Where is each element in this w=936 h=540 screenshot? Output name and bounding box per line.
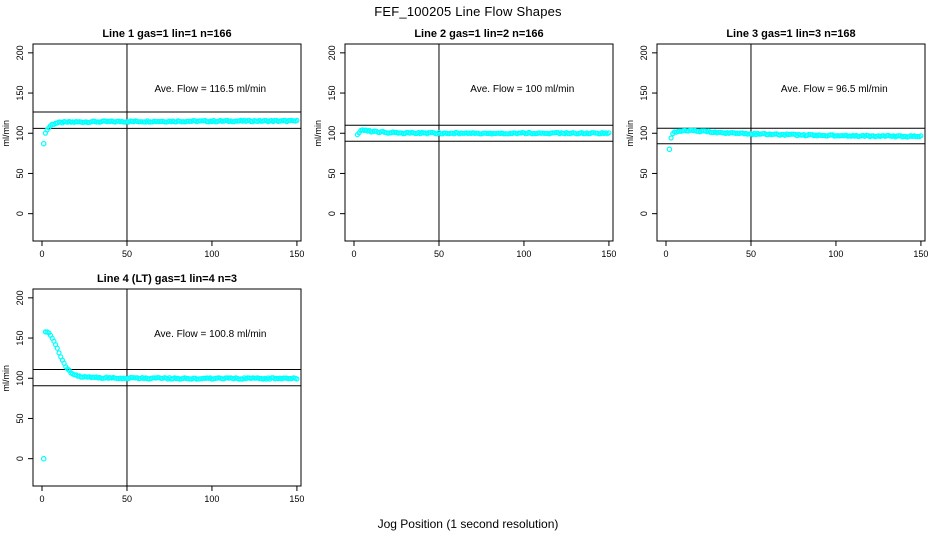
x-axis-tick-label: 50 — [746, 249, 756, 259]
data-point — [668, 135, 674, 141]
subplot-title: Line 2 gas=1 lin=2 n=166 — [414, 28, 543, 40]
figure-title: FEF_100205 Line Flow Shapes — [374, 4, 562, 19]
x-axis-tick-label: 0 — [351, 249, 356, 259]
chart-canvas: 0 50 100 150 0 50 100 150 200 ml/min Line 4 (LT) g… — [1, 273, 304, 504]
chart-canvas: 0 50 100 150 0 50 100 150 200 ml/min Line 1 gas=1 … — [1, 28, 304, 259]
subplot-title: Line 3 gas=1 lin=3 n=168 — [726, 28, 855, 40]
data-point — [606, 130, 612, 136]
subplot-title: Line 1 gas=1 lin=1 n=166 — [102, 28, 231, 40]
x-axis-tick-label: 0 — [39, 494, 44, 504]
outlier-point — [40, 140, 47, 147]
x-axis-tick-label: 150 — [289, 494, 304, 504]
x-axis-tick-label: 0 — [39, 249, 44, 259]
y-axis-tick-label: 200 — [639, 45, 649, 60]
data-point — [918, 133, 924, 139]
outlier-point — [40, 455, 47, 462]
y-axis-tick-label: 0 — [15, 456, 25, 461]
x-axis-tick-label: 50 — [122, 494, 132, 504]
y-axis-tick-label: 50 — [639, 168, 649, 178]
data-points — [40, 117, 300, 147]
x-axis-tick-label: 50 — [434, 249, 444, 259]
data-point — [54, 345, 60, 351]
y-axis-tick-label: 0 — [15, 211, 25, 216]
x-axis-tick-label: 50 — [122, 249, 132, 259]
ave-flow-annotation: Ave. Flow = 100.8 ml/min — [154, 329, 266, 340]
x-axis-tick-label: 150 — [913, 249, 928, 259]
y-axis-tick-label: 50 — [15, 168, 25, 178]
data-point — [197, 118, 203, 124]
y-axis-label: ml/min — [313, 120, 323, 146]
subplot-line-4: 0 50 100 150 0 50 100 150 200 ml/min Line 4 (LT) g… — [0, 270, 312, 515]
chart-canvas: 0 50 100 150 0 50 100 150 200 ml/min Line 3 gas=1 … — [625, 28, 928, 259]
x-axis-tick-label: 100 — [516, 249, 531, 259]
y-axis-tick-label: 100 — [639, 126, 649, 141]
y-axis-tick-label: 50 — [15, 413, 25, 423]
y-axis-tick-label: 0 — [327, 211, 337, 216]
x-axis-tick-label: 0 — [663, 249, 668, 259]
y-axis-tick-label: 0 — [639, 211, 649, 216]
x-axis-tick-label: 150 — [289, 249, 304, 259]
x-axis-shared-label: Jog Position (1 second resolution) — [377, 517, 559, 531]
data-points — [354, 127, 612, 138]
ave-flow-annotation: Ave. Flow = 100 ml/min — [470, 84, 574, 95]
subplot-line-1: 0 50 100 150 0 50 100 150 200 ml/min Line 1 gas=1 … — [0, 25, 312, 270]
y-axis-tick-label: 200 — [15, 290, 25, 305]
x-axis-tick-label: 100 — [204, 494, 219, 504]
y-axis-label: ml/min — [1, 120, 11, 146]
ave-flow-annotation: Ave. Flow = 116.5 ml/min — [154, 84, 266, 95]
y-axis-tick-label: 100 — [15, 126, 25, 141]
x-axis-tick-label: 150 — [601, 249, 616, 259]
y-axis-tick-label: 100 — [327, 126, 337, 141]
y-axis-tick-label: 150 — [15, 86, 25, 101]
outlier-point — [666, 146, 673, 153]
y-axis-tick-label: 200 — [15, 45, 25, 60]
data-point — [294, 376, 300, 382]
ave-flow-annotation: Ave. Flow = 96.5 ml/min — [781, 84, 888, 95]
x-axis-tick-label: 100 — [204, 249, 219, 259]
plot-box — [32, 43, 302, 242]
y-axis-tick-label: 100 — [15, 371, 25, 386]
plot-box — [32, 288, 302, 487]
data-point — [294, 117, 300, 124]
data-points — [666, 127, 924, 153]
y-axis-tick-label: 150 — [327, 86, 337, 101]
y-axis-tick-label: 200 — [327, 45, 337, 60]
subplot-line-2: 0 50 100 150 0 50 100 150 200 ml/min Line 2 gas=1 … — [312, 25, 624, 270]
y-axis-tick-label: 50 — [327, 168, 337, 178]
plot-box — [656, 43, 926, 242]
data-points — [40, 329, 300, 462]
plot-box — [344, 43, 614, 242]
y-axis-tick-label: 150 — [15, 331, 25, 346]
x-axis-tick-label: 100 — [828, 249, 843, 259]
subplot-title: Line 4 (LT) gas=1 lin=4 n=3 — [97, 273, 237, 285]
subplot-line-3: 0 50 100 150 0 50 100 150 200 ml/min Line 3 gas=1 … — [624, 25, 936, 270]
y-axis-label: ml/min — [1, 365, 11, 392]
y-axis-tick-label: 150 — [639, 86, 649, 101]
chart-canvas: 0 50 100 150 0 50 100 150 200 ml/min Line 2 gas=1 … — [313, 28, 616, 259]
y-axis-label: ml/min — [625, 120, 635, 146]
